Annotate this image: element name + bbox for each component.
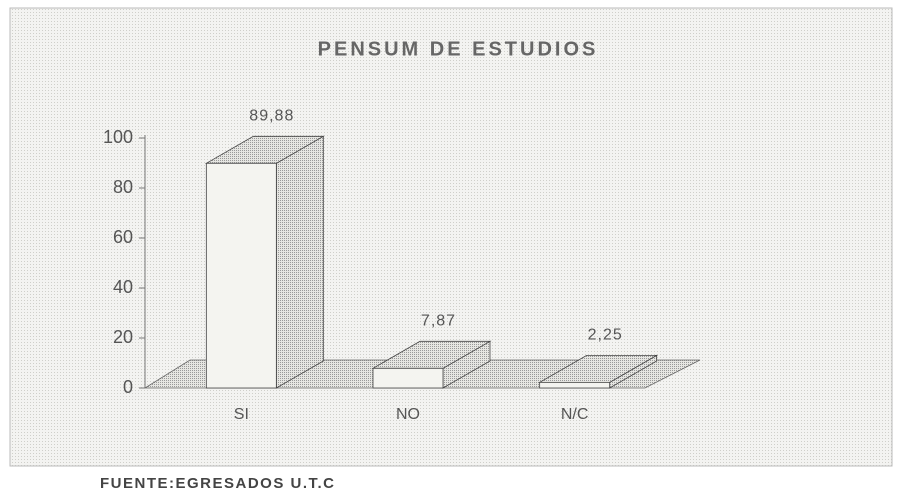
value-label: 89,88: [249, 108, 294, 125]
bar-side: [275, 135, 324, 389]
bar: [539, 381, 611, 389]
x-tick-label: SI: [234, 406, 249, 423]
source-note: FUENTE:EGRESADOS U.T.C: [100, 475, 336, 492]
y-tick-label: 60: [113, 227, 133, 247]
x-tick-label: NO: [396, 406, 420, 423]
chart-title: PENSUM DE ESTUDIOS: [318, 38, 599, 60]
value-label: 7,87: [421, 313, 456, 330]
y-tick-label: 100: [103, 127, 133, 147]
y-tick-label: 80: [113, 177, 133, 197]
x-tick-label: N/C: [561, 406, 589, 423]
y-tick-label: 0: [123, 377, 133, 397]
bar: [372, 367, 444, 389]
y-tick-label: 40: [113, 277, 133, 297]
y-tick-label: 20: [113, 327, 133, 347]
value-label: 2,25: [588, 327, 623, 344]
bar: [205, 162, 277, 389]
chart-frame: [9, 7, 893, 467]
